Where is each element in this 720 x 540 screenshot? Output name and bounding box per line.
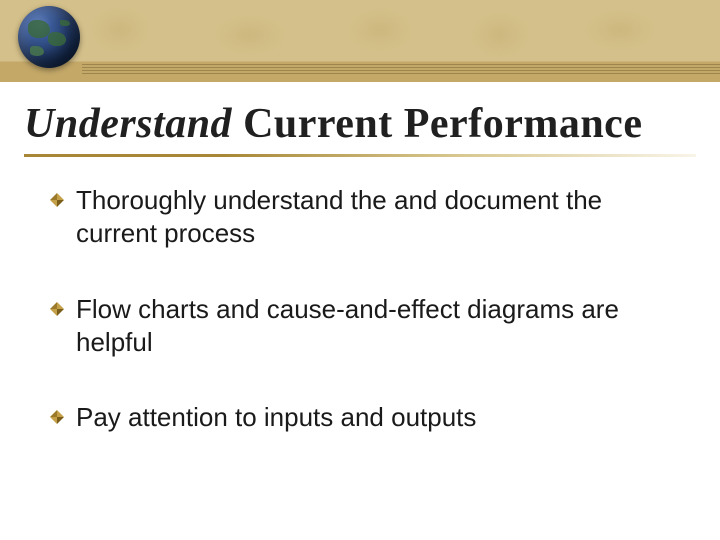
globe-icon	[18, 6, 80, 68]
banner	[0, 0, 720, 82]
banner-rule	[82, 67, 720, 68]
banner-rule	[82, 70, 720, 71]
title-italic-part: Understand	[24, 101, 232, 147]
bullet-text: Pay attention to inputs and outputs	[76, 402, 476, 432]
bullet-text: Flow charts and cause-and-effect diagram…	[76, 294, 619, 357]
bullet-list: Thoroughly understand the and document t…	[50, 184, 670, 476]
diamond-bullet-icon	[50, 193, 64, 207]
diamond-bullet-icon	[50, 302, 64, 316]
bullet-text: Thoroughly understand the and document t…	[76, 185, 602, 248]
title-underline	[24, 154, 696, 157]
list-item: Pay attention to inputs and outputs	[50, 401, 670, 434]
banner-rule	[82, 73, 720, 74]
banner-rule	[82, 64, 720, 65]
list-item: Thoroughly understand the and document t…	[50, 184, 670, 251]
slide-title: Understand Current Performance	[24, 100, 642, 148]
list-item: Flow charts and cause-and-effect diagram…	[50, 293, 670, 360]
diamond-bullet-icon	[50, 410, 64, 424]
title-rest-part: Current Performance	[232, 101, 642, 147]
